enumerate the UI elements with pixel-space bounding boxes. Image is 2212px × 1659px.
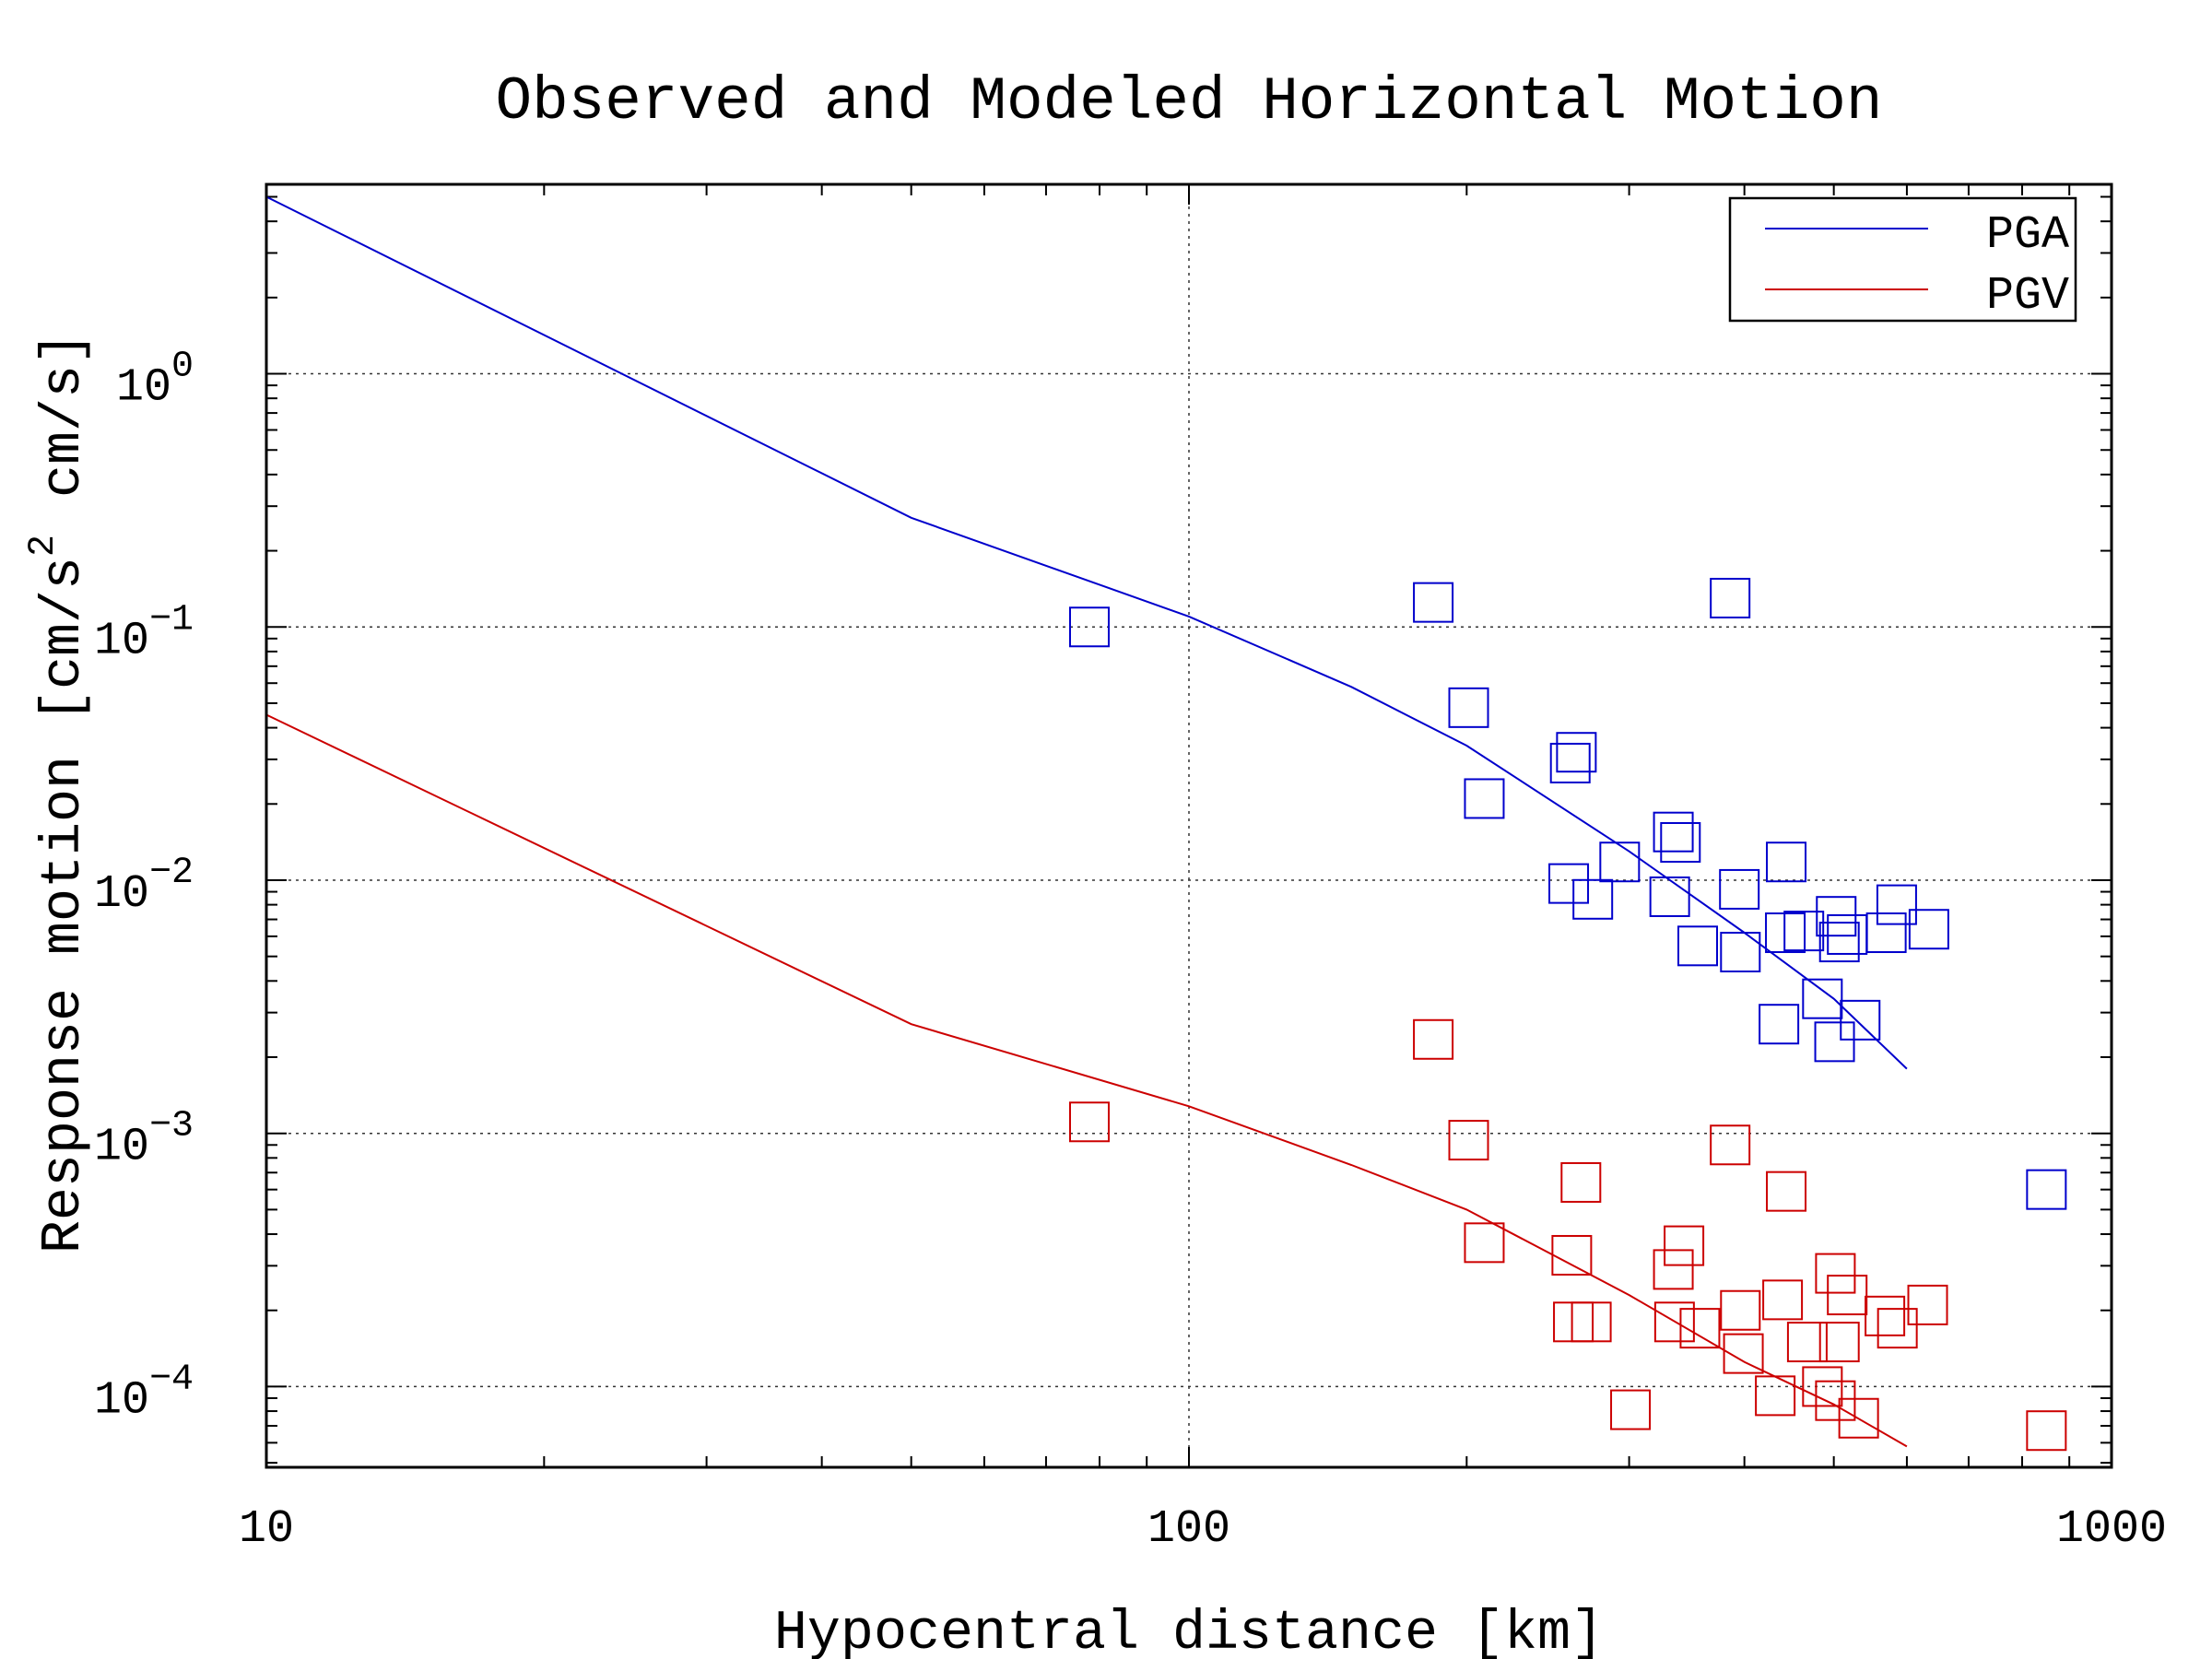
y-tick-label: 10−4 [94, 1359, 194, 1427]
observation-points [1068, 577, 2067, 1452]
y-tick-exponent: −2 [149, 853, 194, 894]
pga-observation-point [1814, 1021, 1855, 1063]
pgv-observation-point [1907, 1284, 1948, 1325]
x-tick-labels: 10 100 1000 [239, 1503, 2167, 1556]
pga-observation-point [1548, 863, 1590, 904]
grid-lines [266, 184, 2112, 1467]
pgv-observation-point [1877, 1308, 1918, 1349]
pgv-observation-point [1068, 1101, 1110, 1143]
pgv-observation-point [1762, 1279, 1804, 1321]
pgv-observation-point [1815, 1380, 1856, 1421]
pga-observation-point [1649, 876, 1690, 917]
y-axis-title-tail: cm/s] [33, 332, 96, 498]
x-tick-label: 100 [1147, 1503, 1230, 1556]
pga-observation-point [2026, 1169, 2067, 1210]
pgv-observation-point [1865, 1295, 1906, 1336]
pgv-observation-point [1755, 1375, 1796, 1417]
x-axis-title: Hypocentral distance [km] [774, 1603, 1604, 1659]
y-tick-label: 10−2 [94, 853, 194, 921]
pga-observation-point [1908, 909, 1949, 950]
y-tick-exponent: −3 [149, 1106, 194, 1147]
pgv-observation-point [1786, 1322, 1828, 1363]
axis-ticks [265, 184, 2112, 1467]
pgv-observation-point [1610, 1389, 1652, 1430]
pga-observation-point [1818, 922, 1860, 963]
pgv-observation-point [1827, 1275, 1868, 1316]
pgv-observation-point [1464, 1222, 1505, 1264]
pga-observation-point [1840, 999, 1881, 1041]
pgv-observation-point [1664, 1225, 1705, 1266]
pgv-observation-point [1723, 1333, 1764, 1374]
pgv-observation-point [1802, 1366, 1843, 1407]
y-tick-base: 10 [94, 615, 149, 667]
y-tick-base: 10 [94, 1122, 149, 1174]
pga-observation-point [1759, 1004, 1800, 1045]
pgv-observation-point [1710, 1124, 1751, 1166]
pga-observation-point [1677, 925, 1719, 967]
x-tick-label: 10 [239, 1503, 294, 1556]
pgv-observation-point [1448, 1120, 1489, 1161]
y-tick-label: 100 [116, 347, 194, 415]
y-tick-label: 10−3 [94, 1106, 194, 1174]
legend: PGA PGV [1728, 196, 2077, 323]
pga-observation-point [1599, 841, 1641, 883]
pgv-observation-point [1653, 1301, 1695, 1343]
pga-observation-point [1464, 778, 1505, 819]
pga-observation-point [1816, 896, 1857, 937]
pgv-observation-point [1560, 1161, 1602, 1203]
pga-observation-point [1783, 911, 1825, 952]
legend-pga-label: PGA [1986, 209, 2069, 262]
pga-observation-point [1572, 878, 1614, 920]
x-tick-label: 1000 [2056, 1503, 2167, 1556]
pga-observation-point [1720, 932, 1761, 973]
chart-title: Observed and Modeled Horizontal Motion [495, 67, 1882, 136]
plot-frame [265, 182, 2113, 1469]
pga-observation-point [1766, 841, 1807, 883]
pgv-observation-point [1653, 1249, 1694, 1290]
pgv-model-line [265, 713, 1908, 1448]
pga-observation-point [1660, 821, 1701, 863]
y-tick-base: 10 [94, 868, 149, 921]
pgv-observation-point [1551, 1234, 1593, 1276]
pga-model-line [265, 195, 1908, 1070]
pga-observation-point [1865, 912, 1907, 954]
y-axis-title: Response motion [cm/s2 cm/s] [23, 332, 96, 1253]
pga-observation-point [1549, 742, 1591, 783]
y-axis-title-exponent: 2 [23, 535, 65, 557]
pga-observation-point [1556, 732, 1597, 773]
pga-observation-point [1068, 606, 1110, 648]
pga-observation-point [1653, 811, 1694, 853]
y-tick-exponent: 0 [171, 347, 194, 388]
pgv-observation-point [1553, 1301, 1594, 1343]
pgv-observation-point [1413, 1018, 1454, 1060]
y-axis-title-main: Response motion [cm/s [33, 557, 96, 1253]
pga-observation-point [1827, 913, 1868, 955]
pgv-observation-point [1679, 1308, 1721, 1349]
y-tick-base: 10 [94, 1374, 149, 1427]
pgv-observation-point [1838, 1397, 1879, 1439]
pga-observation-point [1710, 577, 1751, 618]
pgv-observation-point [1571, 1301, 1612, 1343]
pga-observation-point [1876, 884, 1917, 925]
pga-observation-point [1448, 687, 1489, 728]
y-tick-exponent: −1 [149, 599, 194, 641]
pga-observation-point [1802, 978, 1843, 1019]
y-tick-label: 10−1 [94, 599, 194, 667]
pgv-observation-point [1815, 1253, 1856, 1294]
y-tick-exponent: −4 [149, 1359, 194, 1400]
model-curves [265, 195, 1908, 1448]
legend-pgv-label: PGV [1986, 270, 2069, 323]
pgv-observation-point [1766, 1171, 1807, 1212]
pga-observation-point [1719, 868, 1760, 910]
pga-observation-point [1413, 582, 1454, 623]
y-tick-base: 10 [116, 362, 171, 415]
pgv-observation-point [1818, 1322, 1860, 1363]
legend-box [1728, 196, 2077, 323]
pgv-observation-point [1720, 1289, 1761, 1331]
pgv-observation-point [2026, 1410, 2067, 1452]
